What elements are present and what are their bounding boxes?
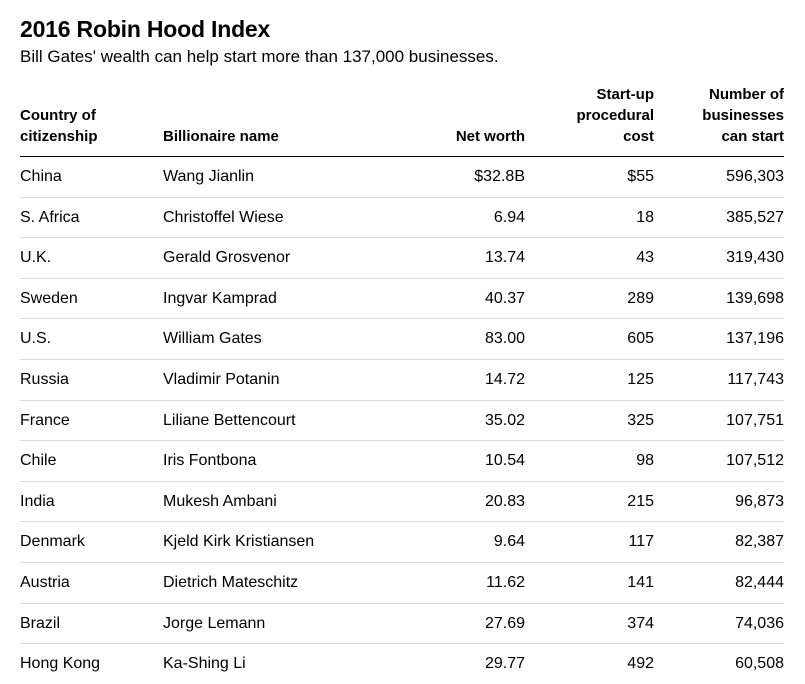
table-row: Chile Iris Fontbona 10.54 98 107,512 [20, 441, 784, 482]
chart-title: 2016 Robin Hood Index [20, 16, 271, 42]
table-row: Hong Kong Ka-Shing Li 29.77 492 60,508 [20, 644, 784, 684]
cell-net-worth: 27.69 [484, 614, 525, 632]
cell-businesses-count: 96,873 [735, 492, 784, 510]
cell-startup-cost: 374 [627, 614, 654, 632]
cell-billionaire-name: Vladimir Potanin [163, 370, 280, 388]
cell-country: S. Africa [20, 208, 80, 226]
cell-businesses-count: 117,743 [727, 370, 784, 388]
cell-billionaire-name: Christoffel Wiese [163, 208, 284, 226]
table-row: China Wang Jianlin $32.8B $55 596,303 [20, 157, 784, 198]
table-row: Brazil Jorge Lemann 27.69 374 74,036 [20, 604, 784, 645]
table-row: Sweden Ingvar Kamprad 40.37 289 139,698 [20, 279, 784, 320]
cell-startup-cost: 141 [627, 573, 654, 591]
cell-startup-cost: 125 [627, 370, 654, 388]
cell-startup-cost: 492 [627, 655, 654, 673]
cell-startup-cost: 605 [627, 330, 654, 348]
cell-billionaire-name: Liliane Bettencourt [163, 411, 296, 429]
cell-billionaire-name: William Gates [163, 330, 262, 348]
cell-country: Russia [20, 370, 69, 388]
cell-billionaire-name: Ingvar Kamprad [163, 289, 277, 307]
cell-billionaire-name: Dietrich Mateschitz [163, 573, 299, 591]
table-row: S. Africa Christoffel Wiese 6.94 18 385,527 [20, 198, 784, 239]
cell-country: U.S. [20, 330, 52, 348]
cell-country: China [20, 168, 62, 185]
cell-country: Austria [20, 573, 70, 591]
cell-startup-cost: 325 [627, 411, 654, 429]
cell-businesses-count: 107,751 [726, 411, 784, 429]
cell-startup-cost: 215 [627, 492, 654, 510]
table-row: Denmark Kjeld Kirk Kristiansen 9.64 117 82,3… [20, 522, 784, 563]
cell-startup-cost: 117 [628, 533, 654, 551]
cell-billionaire-name: Gerald Grosvenor [163, 249, 291, 267]
column-header-line: Country of [20, 107, 96, 124]
cell-billionaire-name: Iris Fontbona [163, 452, 257, 470]
column-header-line: Number of [709, 86, 784, 103]
column-header-businesses-count: Number of businesses can start [702, 84, 784, 147]
column-header-line: businesses [702, 107, 784, 124]
cell-net-worth: 13.74 [484, 249, 525, 267]
cell-startup-cost: 98 [636, 452, 654, 470]
cell-country: Chile [20, 452, 57, 470]
table-row: India Mukesh Ambani 20.83 215 96,873 [20, 482, 784, 523]
cell-net-worth: $32.8B [474, 168, 525, 185]
cell-businesses-count: 596,303 [726, 168, 784, 185]
column-header-net-worth: Net worth [456, 126, 525, 147]
table-row: Russia Vladimir Potanin 14.72 125 117,743 [20, 360, 784, 401]
cell-businesses-count: 385,527 [726, 208, 784, 226]
cell-net-worth: 14.72 [484, 370, 525, 388]
cell-billionaire-name: Wang Jianlin [163, 168, 255, 185]
cell-net-worth: 40.37 [484, 289, 525, 307]
column-header-country: Country of citizenship [20, 105, 98, 147]
robin-hood-table: Country of citizenship Billionaire name Net… [20, 86, 784, 684]
table-row: U.K. Gerald Grosvenor 13.74 43 319,430 [20, 238, 784, 279]
cell-country: Brazil [20, 614, 61, 632]
cell-country: Denmark [20, 533, 85, 551]
cell-businesses-count: 74,036 [735, 614, 784, 632]
column-header-line: Net worth [455, 128, 525, 145]
cell-billionaire-name: Jorge Lemann [163, 614, 266, 632]
column-header-line: can start [721, 128, 784, 145]
column-header-line: procedural [576, 107, 654, 124]
table-row: U.S. William Gates 83.00 605 137,196 [20, 319, 784, 360]
column-header-startup-cost: Start-up procedural cost [576, 84, 654, 147]
cell-businesses-count: 319,430 [726, 249, 784, 267]
table-header: Country of citizenship Billionaire name Net… [20, 86, 784, 157]
cell-country: India [20, 492, 55, 510]
column-header-line: Start-up [596, 86, 655, 103]
table-row: Austria Dietrich Mateschitz 11.62 141 82,444 [20, 563, 784, 604]
cell-net-worth: 20.83 [484, 492, 525, 510]
cell-country: Sweden [20, 289, 78, 307]
cell-billionaire-name: Kjeld Kirk Kristiansen [163, 533, 315, 551]
cell-startup-cost: 18 [636, 208, 654, 226]
cell-country: France [20, 411, 70, 429]
cell-billionaire-name: Mukesh Ambani [163, 492, 277, 510]
table-body: China Wang Jianlin $32.8B $55 596,303 S. Afri… [20, 157, 784, 684]
chart-subtitle: Bill Gates' wealth can help start more t… [20, 47, 499, 66]
cell-billionaire-name: Ka-Shing Li [163, 655, 246, 673]
cell-country: U.K. [20, 249, 52, 267]
cell-net-worth: 9.64 [493, 533, 525, 551]
column-header-billionaire-name: Billionaire name [163, 126, 279, 147]
cell-businesses-count: 82,387 [735, 533, 784, 551]
cell-net-worth: 11.62 [486, 573, 525, 591]
cell-startup-cost: $55 [627, 168, 654, 185]
column-header-line: cost [623, 128, 654, 145]
cell-businesses-count: 139,698 [726, 289, 784, 307]
column-header-line: Billionaire name [163, 128, 279, 145]
cell-country: Hong Kong [20, 655, 101, 673]
cell-net-worth: 10.54 [484, 452, 525, 470]
cell-net-worth: 6.94 [493, 208, 525, 226]
cell-businesses-count: 107,512 [726, 452, 784, 470]
cell-businesses-count: 137,196 [726, 330, 784, 348]
column-header-line: citizenship [20, 128, 98, 145]
cell-net-worth: 35.02 [484, 411, 525, 429]
cell-net-worth: 29.77 [484, 655, 525, 673]
cell-net-worth: 83.00 [484, 330, 525, 348]
cell-businesses-count: 82,444 [735, 573, 784, 591]
table-row: France Liliane Bettencourt 35.02 325 107,751 [20, 401, 784, 442]
cell-startup-cost: 43 [636, 249, 654, 267]
cell-startup-cost: 289 [627, 289, 654, 307]
cell-businesses-count: 60,508 [735, 655, 784, 673]
